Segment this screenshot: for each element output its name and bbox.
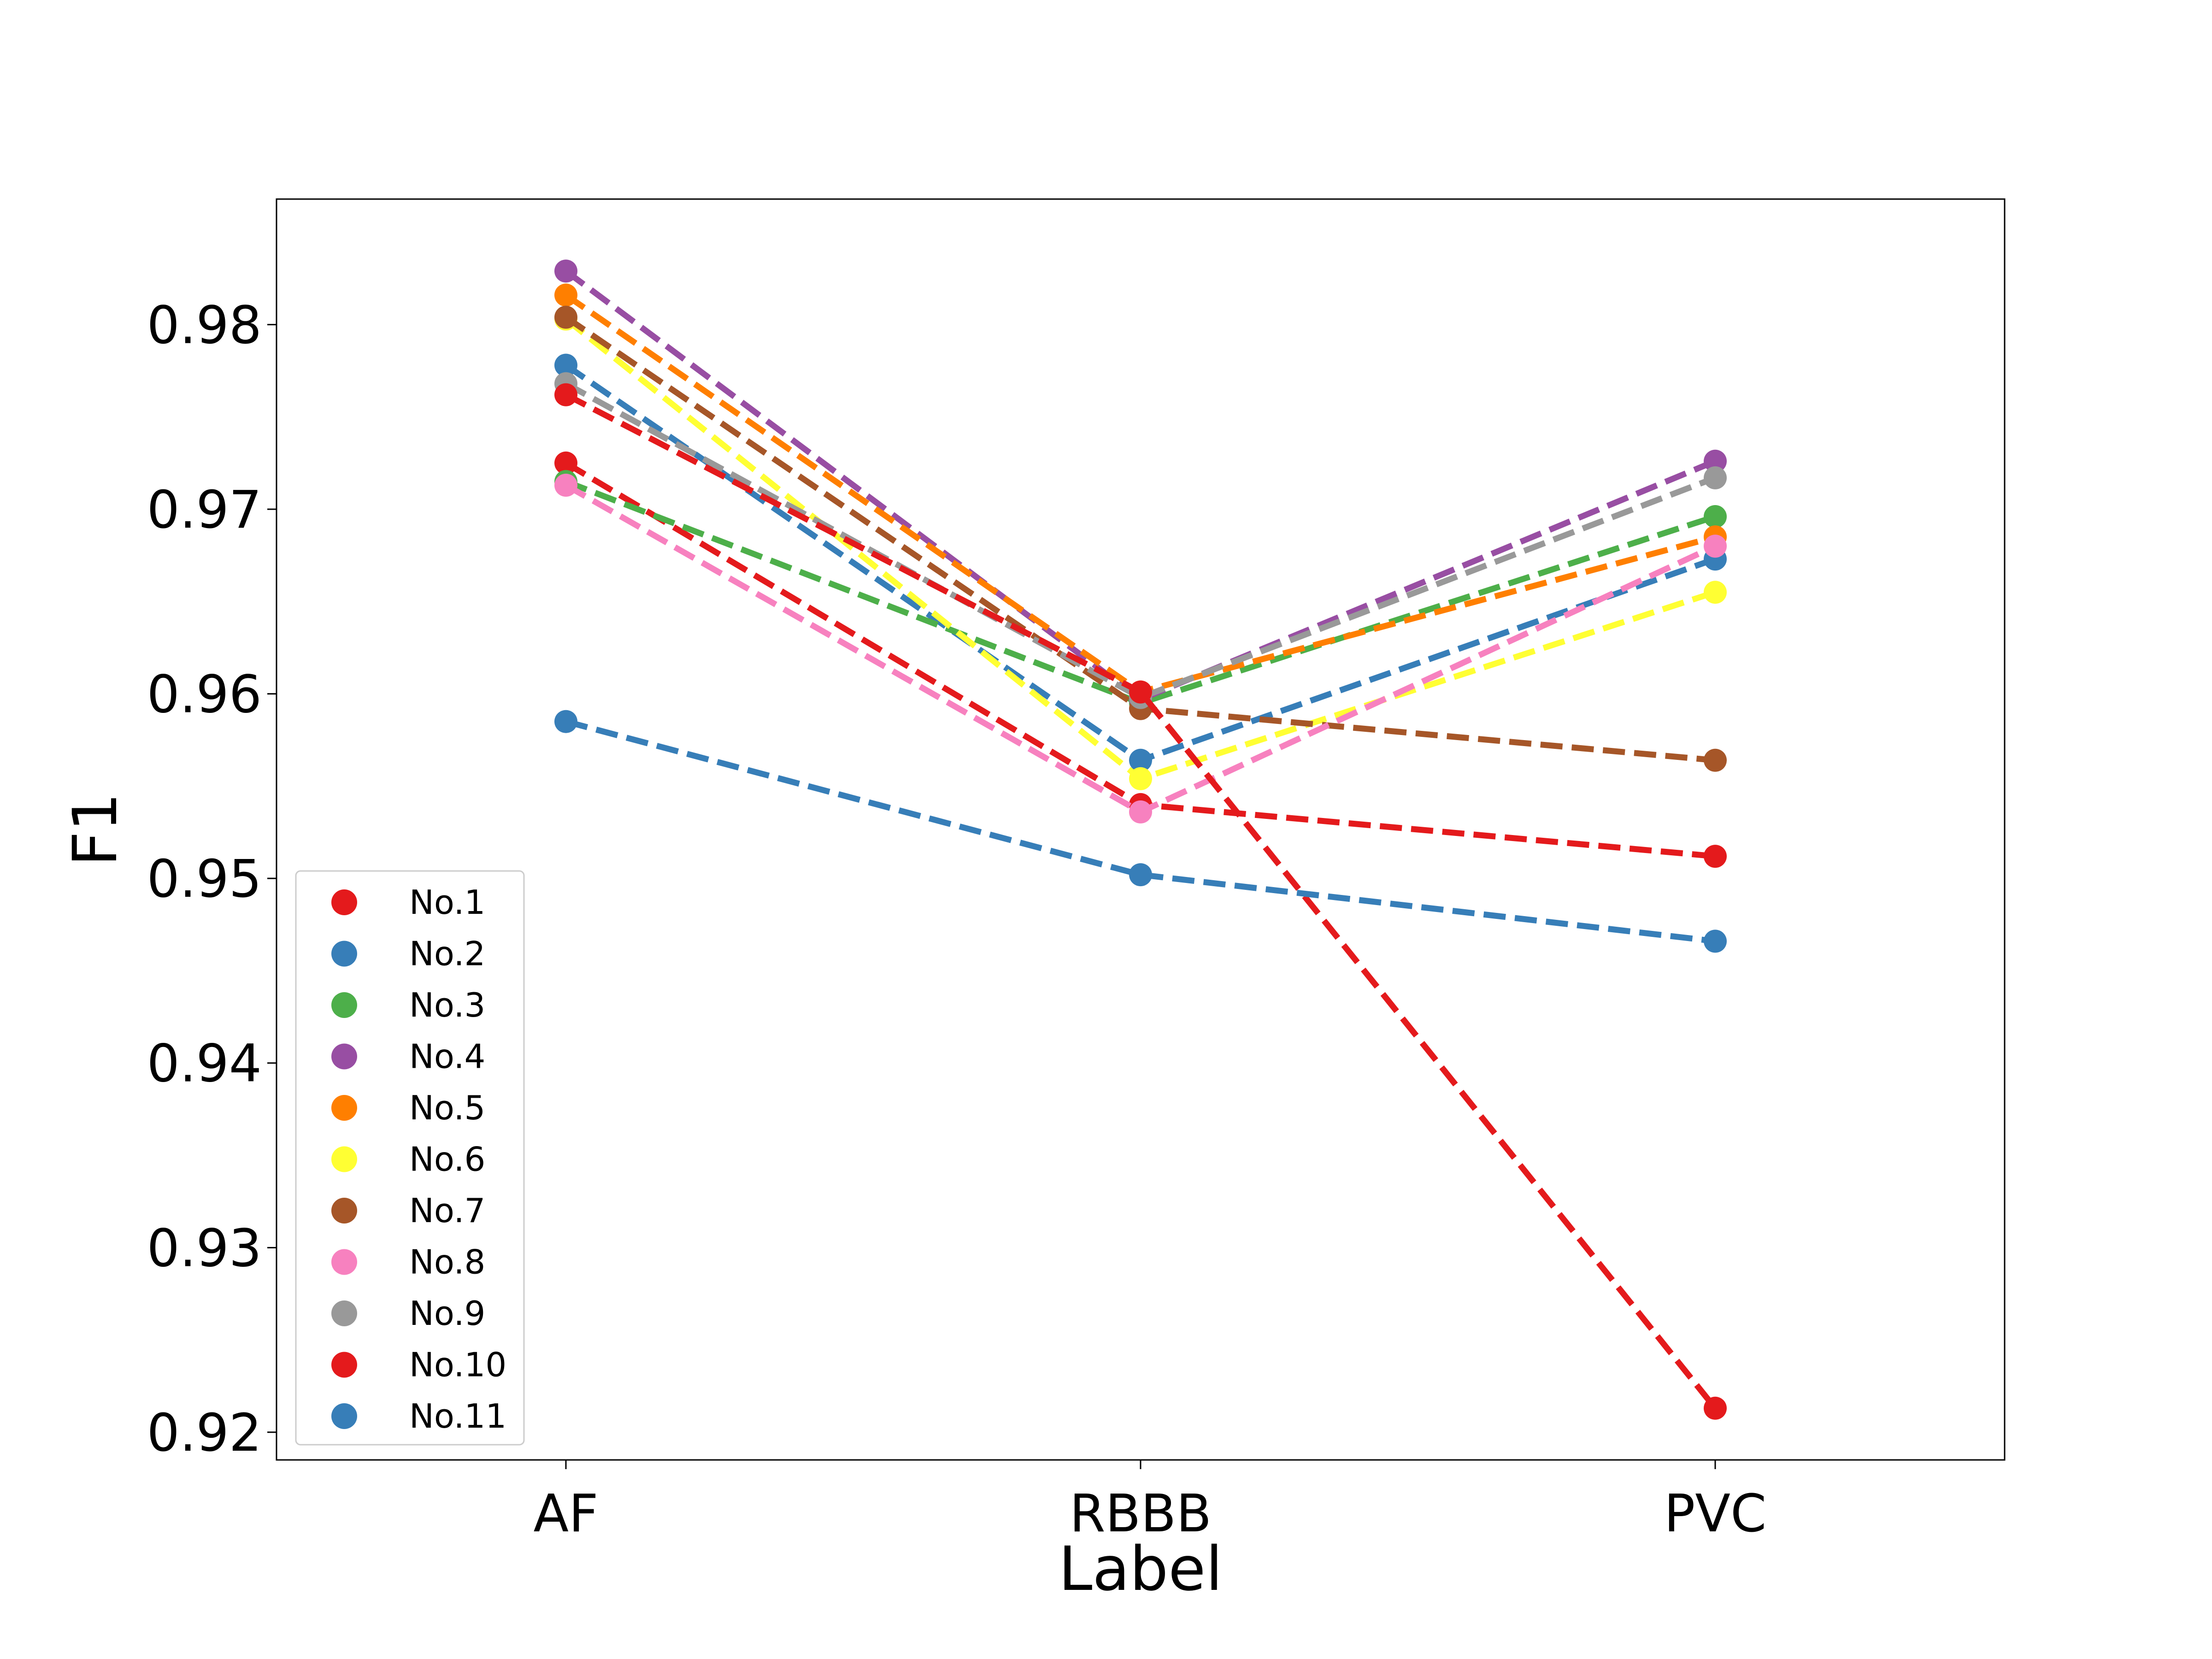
- legend-label: No.8: [409, 1243, 485, 1282]
- data-point: [1704, 1396, 1727, 1420]
- x-tick-label: PVC: [1664, 1484, 1766, 1544]
- data-point: [554, 259, 577, 283]
- data-point: [1129, 800, 1152, 824]
- data-point: [1704, 535, 1727, 558]
- legend-label: No.10: [409, 1346, 506, 1384]
- y-axis-label: F1: [60, 793, 131, 866]
- legend-label: No.5: [409, 1088, 485, 1127]
- data-point: [1704, 449, 1727, 473]
- data-point: [1129, 680, 1152, 704]
- series-10: [554, 383, 1727, 1420]
- series-line: [564, 381, 1717, 701]
- data-point: [1129, 767, 1152, 790]
- legend-label: No.2: [409, 935, 485, 973]
- legend-marker: [331, 941, 357, 967]
- data-point: [554, 451, 577, 475]
- data-point: [1704, 930, 1727, 953]
- y-tick-label: 0.93: [147, 1218, 262, 1278]
- data-point: [554, 306, 577, 329]
- y-axis: 0.92 0.93 0.94 0.95 0.96 0.97 0.98: [147, 295, 276, 1463]
- y-tick-label: 0.94: [147, 1034, 262, 1094]
- data-point: [554, 353, 577, 377]
- data-point: [1129, 863, 1152, 887]
- data-point: [1704, 845, 1727, 868]
- series-line: [565, 478, 1717, 706]
- series-layer: [554, 259, 1727, 1420]
- legend-marker: [331, 1403, 357, 1429]
- legend-marker: [331, 1300, 357, 1326]
- series-11: [554, 710, 1727, 953]
- data-point: [554, 710, 577, 733]
- series-8: [554, 473, 1727, 824]
- legend-marker: [331, 1043, 357, 1070]
- y-tick-label: 0.92: [147, 1403, 262, 1463]
- y-tick-label: 0.95: [147, 849, 262, 909]
- legend-marker: [331, 1249, 357, 1275]
- y-tick-label: 0.96: [147, 665, 262, 725]
- series-line: [564, 268, 1717, 703]
- data-point: [554, 383, 577, 406]
- x-axis: AF RBBB PVC: [533, 1460, 1766, 1544]
- legend-marker: [331, 992, 357, 1018]
- series-3: [554, 470, 1727, 715]
- x-axis-label: Label: [1059, 1534, 1223, 1605]
- legend-label: No.7: [409, 1191, 485, 1230]
- legend-marker: [331, 1352, 357, 1378]
- data-point: [1704, 581, 1727, 604]
- y-tick-label: 0.98: [147, 295, 262, 355]
- data-point: [554, 283, 577, 307]
- legend-marker: [331, 1146, 357, 1172]
- data-point: [1129, 748, 1152, 772]
- legend-label: No.4: [409, 1037, 485, 1076]
- legend-label: No.11: [409, 1397, 506, 1435]
- series-line: [564, 292, 1716, 695]
- x-tick-label: AF: [533, 1484, 598, 1544]
- legend-label: No.3: [409, 986, 485, 1024]
- legend-marker: [331, 1095, 357, 1121]
- data-point: [1704, 505, 1727, 528]
- series-9: [554, 372, 1727, 709]
- legend: No.1 No.2 No.3 No.4 No.5 No.6 No.7 No.8 No.9 No.1…: [295, 870, 525, 1446]
- data-point: [554, 473, 577, 497]
- legend-marker: [331, 1198, 357, 1224]
- y-tick-label: 0.97: [147, 480, 262, 540]
- series-5: [554, 283, 1727, 704]
- series-line: [565, 718, 1716, 944]
- legend-label: No.9: [409, 1294, 485, 1333]
- data-point: [1704, 466, 1727, 489]
- legend-marker: [331, 889, 357, 915]
- plot-area-frame: [276, 198, 2006, 1461]
- x-tick-label: RBBB: [1070, 1484, 1212, 1544]
- legend-label: No.1: [409, 883, 485, 922]
- data-point: [1704, 748, 1727, 772]
- legend-label: No.6: [409, 1140, 485, 1179]
